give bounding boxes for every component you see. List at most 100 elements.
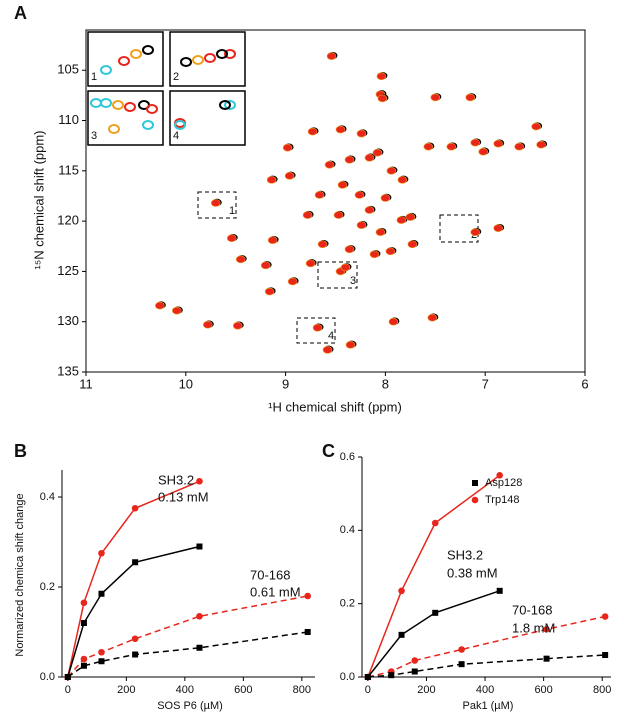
inset-peak bbox=[192, 55, 204, 65]
peak bbox=[423, 142, 434, 151]
peak bbox=[226, 234, 237, 243]
peak bbox=[282, 143, 293, 152]
x-tick-label: 11 bbox=[79, 376, 93, 391]
peak bbox=[322, 346, 333, 354]
data-point bbox=[131, 504, 139, 512]
peak bbox=[493, 224, 503, 232]
inset-label: 3 bbox=[91, 130, 97, 142]
annotation: 70-168 bbox=[512, 602, 552, 617]
data-point bbox=[132, 651, 139, 658]
fit-line bbox=[367, 474, 501, 678]
annotation: SH3.2 bbox=[158, 472, 194, 487]
x-tick-label: 200 bbox=[117, 684, 135, 696]
peak bbox=[326, 52, 337, 60]
region-label: 1 bbox=[229, 205, 235, 217]
peak bbox=[324, 160, 335, 169]
data-point bbox=[496, 587, 503, 594]
data-point bbox=[98, 648, 105, 656]
peak bbox=[267, 236, 278, 245]
peak bbox=[493, 139, 503, 148]
peak bbox=[260, 261, 271, 270]
x-tick-label: 600 bbox=[234, 684, 252, 696]
peak bbox=[397, 176, 408, 184]
annotation: 0.38 mM bbox=[447, 565, 498, 580]
peak bbox=[232, 321, 243, 330]
inset-label: 1 bbox=[91, 71, 97, 83]
fit-line bbox=[67, 631, 308, 678]
y-tick-label: 0.4 bbox=[340, 524, 355, 536]
peak bbox=[356, 129, 367, 138]
peak bbox=[396, 216, 407, 224]
peak bbox=[333, 211, 344, 219]
data-point bbox=[601, 613, 609, 620]
panel-label: C bbox=[322, 441, 335, 461]
data-point bbox=[64, 674, 71, 680]
inset-peak bbox=[146, 104, 158, 114]
annotation: SH3.2 bbox=[447, 547, 483, 562]
inset-peak bbox=[142, 45, 154, 55]
peak bbox=[287, 277, 298, 286]
inset-peak bbox=[224, 49, 236, 59]
x-axis-label: SOS P6 (µM) bbox=[157, 700, 223, 712]
inset-peak bbox=[174, 120, 186, 130]
data-point bbox=[304, 629, 311, 635]
inset-peak bbox=[108, 124, 120, 134]
fit-line bbox=[367, 654, 606, 678]
panel-label: B bbox=[14, 441, 27, 461]
peak bbox=[376, 72, 387, 81]
data-point bbox=[80, 599, 88, 607]
peak bbox=[317, 240, 328, 249]
peak bbox=[388, 317, 399, 326]
y-axis-label: Normarized chemica shift change bbox=[14, 493, 26, 656]
peak bbox=[478, 147, 489, 156]
annotation: 1.8 mM bbox=[512, 620, 555, 635]
y-tick-label: 110 bbox=[58, 112, 79, 127]
peak bbox=[465, 93, 476, 102]
data-point bbox=[364, 674, 371, 680]
peak bbox=[369, 250, 380, 259]
peak bbox=[284, 172, 295, 180]
peak bbox=[372, 148, 383, 157]
peak bbox=[427, 313, 438, 322]
data-point bbox=[80, 655, 88, 663]
peak bbox=[210, 199, 221, 207]
peak bbox=[385, 247, 396, 256]
x-tick-label: 400 bbox=[476, 684, 494, 696]
peak bbox=[536, 140, 546, 149]
x-axis-label: ¹H chemical shift (ppm) bbox=[268, 399, 402, 414]
x-tick-label: 10 bbox=[179, 376, 193, 391]
peak bbox=[305, 259, 316, 268]
x-tick-label: 600 bbox=[534, 684, 552, 696]
x-tick-label: 400 bbox=[176, 684, 194, 696]
peak bbox=[470, 138, 481, 147]
inset-peak bbox=[130, 49, 142, 59]
data-point bbox=[98, 549, 105, 557]
data-point bbox=[496, 472, 503, 479]
data-point bbox=[458, 646, 465, 653]
inset-peak bbox=[118, 56, 130, 66]
data-point bbox=[398, 587, 405, 595]
x-tick-label: 9 bbox=[282, 376, 289, 391]
peak bbox=[335, 125, 346, 134]
x-tick-label: 0 bbox=[65, 684, 71, 696]
data-point bbox=[80, 662, 87, 669]
peak bbox=[302, 211, 313, 219]
peak bbox=[344, 155, 355, 164]
peak bbox=[235, 255, 246, 264]
data-point bbox=[304, 592, 311, 600]
y-tick-label: 0.0 bbox=[40, 671, 55, 683]
peak bbox=[407, 240, 418, 249]
peak bbox=[364, 206, 375, 214]
inset-peak bbox=[124, 102, 136, 112]
data-point bbox=[458, 661, 465, 668]
peak bbox=[377, 94, 388, 103]
y-tick-label: 125 bbox=[57, 263, 79, 278]
data-point bbox=[543, 626, 550, 633]
fit-line bbox=[367, 590, 500, 678]
peak bbox=[356, 221, 367, 229]
peak bbox=[531, 122, 541, 131]
x-axis-label: Pak1 (µM) bbox=[463, 700, 514, 712]
y-tick-label: 115 bbox=[58, 162, 79, 177]
peak bbox=[354, 191, 365, 199]
data-point bbox=[602, 652, 609, 658]
